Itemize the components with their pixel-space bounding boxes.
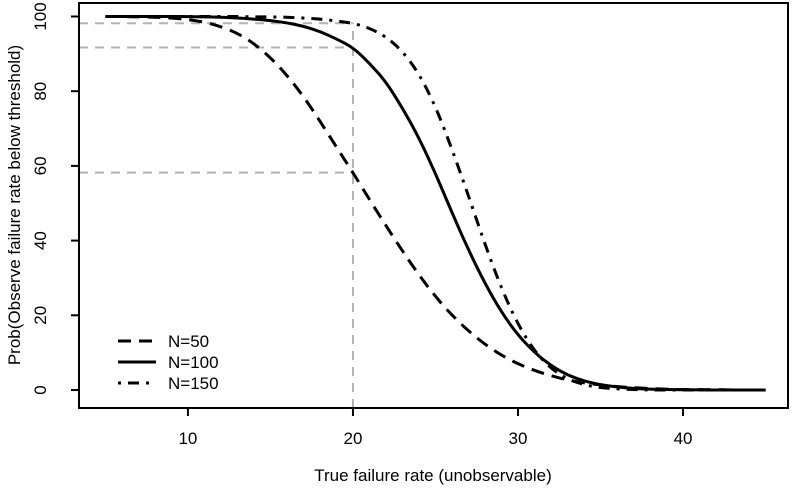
y-axis-title: Prob(Observe failure rate below threshol… (5, 45, 24, 365)
y-tick-label: 20 (31, 306, 50, 325)
curve-n50 (105, 15, 766, 392)
y-tick-label: 60 (31, 156, 50, 175)
plot-box (78, 2, 789, 409)
x-axis-title: True failure rate (unobservable) (314, 466, 552, 485)
y-tick-label: 100 (31, 2, 50, 30)
reference-lines (79, 22, 354, 408)
plot-box-rect (78, 2, 789, 409)
y-tick-label: 0 (31, 385, 50, 394)
x-tick-label: 10 (178, 429, 197, 448)
y-tick-label: 40 (31, 231, 50, 250)
x-tick-label: 40 (674, 429, 693, 448)
legend-label-n50: N=50 (168, 332, 209, 351)
x-tick-label: 30 (509, 429, 528, 448)
curves (105, 15, 766, 392)
x-tick-label: 20 (344, 429, 363, 448)
legend: N=50 N=100 N=150 (118, 332, 219, 393)
curve-n100 (105, 15, 766, 392)
x-axis: 10 20 30 40 (178, 408, 692, 448)
legend-label-n100: N=100 (168, 353, 219, 372)
y-tick-label: 80 (31, 82, 50, 101)
y-axis: 0 20 40 60 80 100 (31, 2, 79, 395)
legend-label-n150: N=150 (168, 374, 219, 393)
